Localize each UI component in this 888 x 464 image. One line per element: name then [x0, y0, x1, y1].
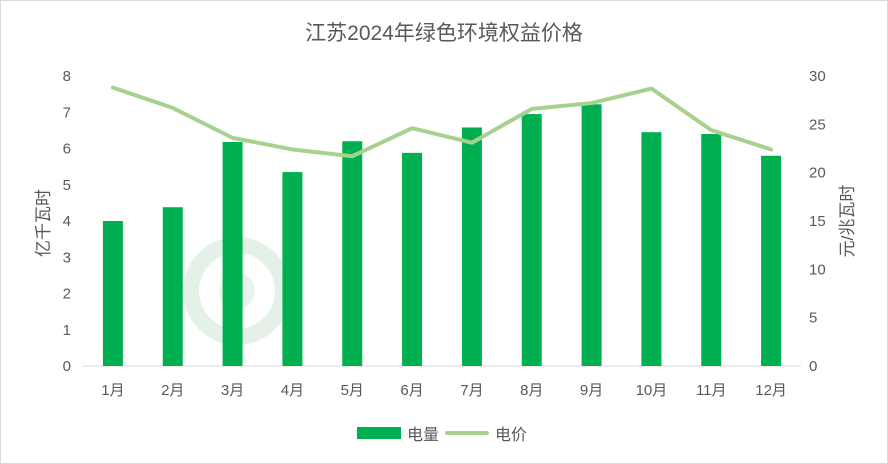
bar-volume — [581, 104, 602, 367]
y-axis-title: 亿千瓦时 — [34, 189, 53, 257]
x-tick-label: 7月 — [460, 382, 483, 399]
x-tick-label: 6月 — [400, 382, 423, 399]
bar-volume — [282, 172, 303, 366]
y2-tick-label: 5 — [809, 310, 817, 327]
x-tick-label: 3月 — [221, 382, 244, 399]
y-tick-label: 6 — [63, 141, 71, 158]
x-tick-label: 10月 — [636, 382, 668, 399]
y-tick-label: 4 — [63, 213, 71, 230]
legend-label-volume: 电量 — [407, 427, 440, 444]
y-tick-label: 2 — [63, 286, 71, 303]
x-tick-label: 11月 — [696, 382, 727, 399]
y2-tick-label: 30 — [809, 68, 826, 85]
y2-tick-label: 10 — [809, 261, 826, 278]
bar-volume — [461, 127, 482, 366]
x-tick-label: 2月 — [161, 382, 184, 399]
x-tick-label: 8月 — [520, 382, 543, 399]
bar-volume — [342, 141, 363, 366]
x-tick-label: 1月 — [101, 382, 124, 399]
bar-volume — [641, 132, 662, 366]
legend: 电量 电价 — [1, 421, 887, 445]
y-tick-label: 8 — [63, 68, 71, 85]
legend-bar-swatch — [357, 427, 401, 439]
legend-line-swatch — [445, 431, 489, 435]
bar-volume — [222, 141, 243, 366]
bar-volume — [102, 221, 123, 366]
x-tick-label: 12月 — [755, 382, 787, 399]
y2-tick-label: 0 — [809, 358, 817, 375]
bar-volume — [521, 114, 542, 366]
x-tick-label: 9月 — [580, 382, 603, 399]
y-tick-label: 1 — [63, 322, 71, 339]
bar-volume — [761, 155, 782, 366]
bar-volume — [701, 134, 722, 366]
y2-tick-label: 15 — [809, 213, 826, 230]
y-tick-label: 3 — [63, 249, 71, 266]
line-price — [110, 85, 774, 159]
bar-volume — [162, 207, 183, 366]
legend-item-volume: 电量 — [357, 421, 439, 445]
y2-tick-label: 25 — [809, 116, 826, 133]
bar-volume — [402, 152, 423, 366]
x-tick-label: 4月 — [281, 382, 304, 399]
legend-label-price: 电价 — [495, 427, 528, 444]
y-tick-label: 7 — [63, 104, 71, 121]
y2-tick-label: 20 — [809, 165, 826, 182]
y-tick-label: 5 — [63, 177, 71, 194]
legend-item-price: 电价 — [445, 421, 527, 445]
y2-axis-title: 元/兆瓦时 — [838, 185, 857, 258]
x-tick-label: 5月 — [341, 382, 364, 399]
y-tick-label: 0 — [63, 358, 71, 375]
chart-title: 江苏2024年绿色环境权益价格 — [305, 22, 583, 45]
